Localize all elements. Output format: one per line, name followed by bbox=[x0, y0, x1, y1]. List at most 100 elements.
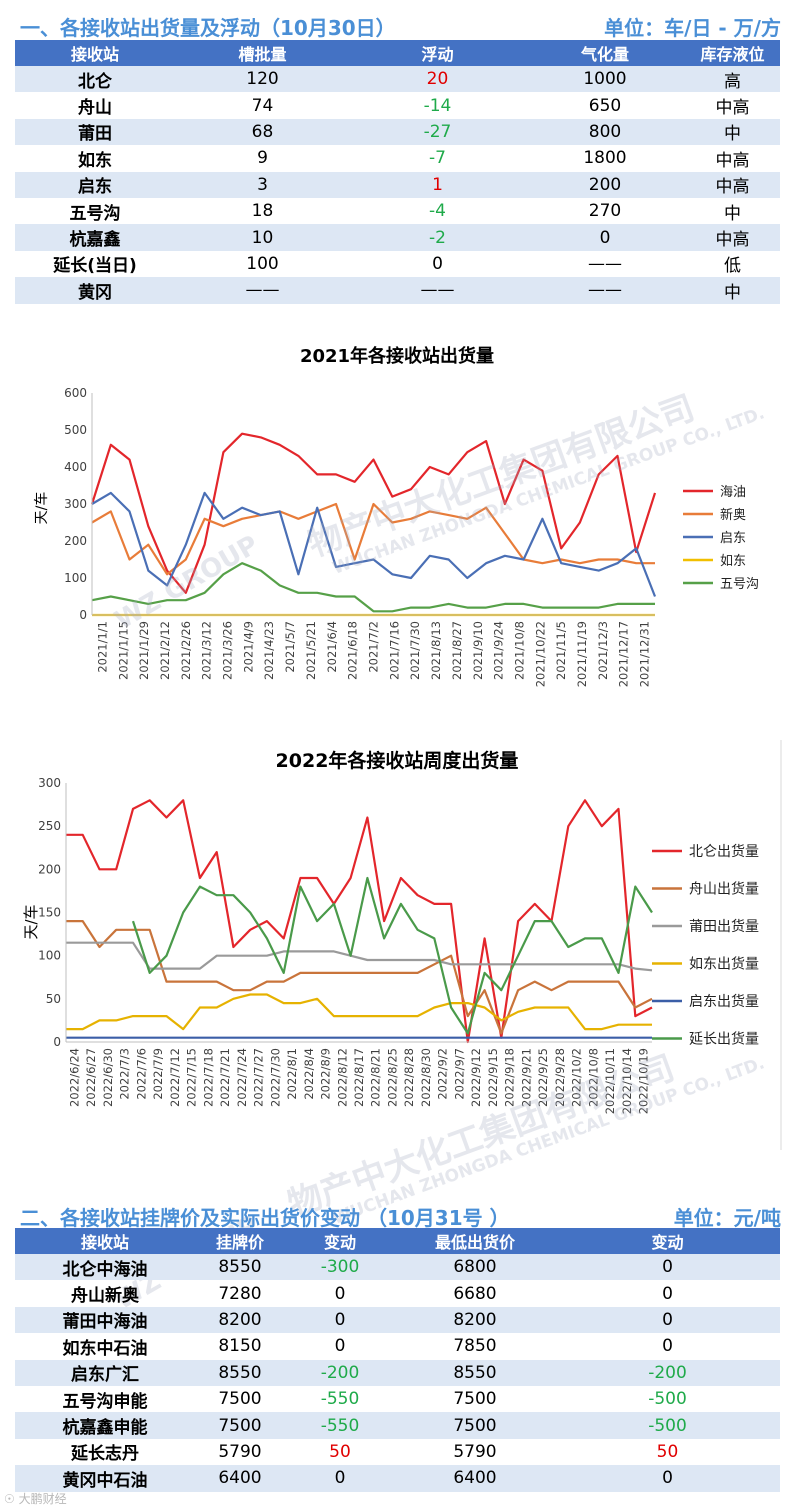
level-cell: 高 bbox=[685, 66, 780, 93]
section1-title: 一、各接收站出货量及浮动（10月30日） bbox=[20, 16, 396, 40]
chart1-ylabel: 天/车 bbox=[33, 492, 50, 525]
table-row: 北仑中海油 8550 -300 6800 0 bbox=[15, 1254, 780, 1281]
y-tick-label: 300 bbox=[38, 776, 61, 790]
series-line-6 bbox=[131, 876, 653, 1035]
legend-label: 北仑出货量 bbox=[689, 843, 759, 860]
list-price-cell: 6400 bbox=[195, 1465, 285, 1492]
level-cell: 中 bbox=[685, 118, 780, 146]
gas-cell: —— bbox=[588, 253, 622, 274]
gas-cell: 650 bbox=[588, 95, 622, 116]
table-row: 如东中石油 8150 0 7850 0 bbox=[15, 1333, 780, 1359]
low-change-cell: 50 bbox=[656, 1441, 679, 1462]
x-tick-label: 2021/9/24 bbox=[492, 621, 506, 680]
batch-cell: 100 bbox=[246, 253, 279, 274]
col-header-station: 接收站 bbox=[15, 1228, 195, 1254]
x-tick-label: 2022/7/9 bbox=[151, 1048, 165, 1100]
table-row: 五号沟 18 -4 270 中 bbox=[15, 198, 780, 224]
x-tick-label: 2021/2/12 bbox=[158, 621, 172, 680]
legend-label: 莆田出货量 bbox=[689, 918, 759, 935]
x-tick-label: 2021/1/1 bbox=[95, 621, 109, 673]
level-cell: 中 bbox=[724, 203, 741, 224]
section1-unit: 单位：车/日 - 万/方 bbox=[604, 16, 781, 40]
list-price-cell: 8550 bbox=[195, 1359, 285, 1386]
low-price-cell: 7850 bbox=[453, 1336, 497, 1357]
batch-cell: 9 bbox=[257, 148, 268, 169]
legend-label: 如东出货量 bbox=[689, 956, 759, 973]
low-price-cell: 6680 bbox=[453, 1283, 497, 1304]
x-tick-label: 2022/7/12 bbox=[168, 1048, 182, 1107]
low-price-cell: 8550 bbox=[395, 1359, 555, 1386]
station-cell: 舟山新奥 bbox=[71, 1286, 139, 1307]
level-cell: 中高 bbox=[685, 224, 780, 251]
table-row: 北仑 120 20 1000 高 bbox=[15, 66, 780, 93]
x-tick-label: 2022/7/21 bbox=[218, 1048, 232, 1107]
y-tick-label: 200 bbox=[64, 534, 87, 548]
x-tick-label: 2022/9/2 bbox=[436, 1048, 450, 1100]
legend-label: 如东 bbox=[720, 553, 746, 569]
x-tick-label: 2021/7/16 bbox=[387, 621, 401, 680]
float-cell: -7 bbox=[429, 148, 446, 169]
x-tick-label: 2022/7/6 bbox=[134, 1048, 148, 1100]
float-cell: -4 bbox=[429, 201, 446, 222]
station-cell: 启东广汇 bbox=[15, 1359, 195, 1386]
list-change-cell: -550 bbox=[285, 1412, 395, 1439]
x-tick-label: 2022/7/30 bbox=[268, 1048, 282, 1107]
x-tick-label: 2021/9/10 bbox=[471, 621, 485, 680]
shipment-table: 接收站 槽批量 浮动 气化量 库存液位 北仑 120 20 1000 高舟山 74 -14 6… bbox=[15, 40, 780, 304]
float-cell: 1 bbox=[350, 171, 525, 198]
station-cell: 莆田 bbox=[15, 118, 175, 146]
level-cell: 中高 bbox=[685, 171, 780, 198]
col-header-level: 库存液位 bbox=[685, 40, 780, 66]
float-cell: 0 bbox=[432, 253, 443, 274]
x-tick-label: 2022/8/9 bbox=[319, 1048, 333, 1100]
list-price-cell: 8150 bbox=[218, 1336, 262, 1357]
station-cell: 启东 bbox=[15, 171, 175, 198]
gas-cell: 270 bbox=[588, 201, 622, 222]
low-price-cell: 5790 bbox=[453, 1441, 497, 1462]
table-row: 延长(当日) 100 0 —— 低 bbox=[15, 251, 780, 277]
y-tick-label: 0 bbox=[79, 608, 87, 622]
low-change-cell: 0 bbox=[555, 1306, 780, 1334]
x-tick-label: 2021/5/21 bbox=[304, 621, 318, 680]
batch-cell: 74 bbox=[251, 95, 274, 116]
x-tick-label: 2021/10/22 bbox=[533, 621, 547, 687]
station-cell: 如东 bbox=[78, 150, 112, 171]
y-tick-label: 150 bbox=[38, 906, 61, 920]
low-change-cell: 0 bbox=[662, 1283, 673, 1304]
gas-cell: 1800 bbox=[583, 148, 627, 169]
table-row: 黄冈中石油 6400 0 6400 0 bbox=[15, 1465, 780, 1492]
gas-cell: 200 bbox=[525, 171, 685, 198]
legend-label: 启东出货量 bbox=[689, 993, 759, 1010]
x-tick-label: 2022/10/8 bbox=[586, 1048, 600, 1107]
section2-title: 二、各接收站挂牌价及实际出货价变动 （10月31号 ） bbox=[20, 1206, 510, 1230]
y-tick-label: 0 bbox=[53, 1035, 61, 1049]
station-cell: 延长(当日) bbox=[53, 256, 137, 277]
table-row: 如东 9 -7 1800 中高 bbox=[15, 145, 780, 171]
table-row: 启东 3 1 200 中高 bbox=[15, 171, 780, 198]
legend-label: 启东 bbox=[720, 531, 746, 546]
station-cell: 黄冈中石油 bbox=[15, 1465, 195, 1492]
low-price-cell: 6800 bbox=[395, 1254, 555, 1281]
legend-label: 新奥 bbox=[720, 507, 746, 523]
chart-2022-weekly-shipments: 2022年各接收站周度出货量 天/车 0 50 100 150 200 250 300 20… bbox=[22, 740, 782, 1150]
list-change-cell: -550 bbox=[320, 1389, 360, 1410]
x-tick-label: 2021/12/31 bbox=[638, 621, 652, 687]
low-price-cell: 7500 bbox=[395, 1412, 555, 1439]
low-change-cell: -500 bbox=[555, 1412, 780, 1439]
level-cell: 中高 bbox=[715, 98, 750, 119]
x-tick-label: 2022/6/27 bbox=[84, 1048, 98, 1107]
gas-cell: 800 bbox=[525, 118, 685, 146]
station-cell: 五号沟申能 bbox=[62, 1391, 148, 1412]
list-price-cell: 5790 bbox=[218, 1441, 262, 1462]
level-cell: 低 bbox=[724, 256, 741, 277]
table-header-row: 接收站 槽批量 浮动 气化量 库存液位 bbox=[15, 40, 780, 66]
batch-cell: 120 bbox=[175, 66, 350, 93]
footer-logo: ☉ 大鹏财经 bbox=[4, 1490, 67, 1507]
station-cell: 杭嘉鑫申能 bbox=[15, 1412, 195, 1439]
x-tick-label: 2022/8/12 bbox=[335, 1048, 349, 1107]
x-tick-label: 2021/11/19 bbox=[575, 621, 589, 687]
float-cell: -27 bbox=[350, 118, 525, 146]
x-tick-label: 2021/1/29 bbox=[137, 621, 151, 680]
x-tick-label: 2021/12/17 bbox=[617, 621, 631, 687]
table-header-row: 接收站 挂牌价 变动 最低出货价 变动 bbox=[15, 1228, 780, 1254]
